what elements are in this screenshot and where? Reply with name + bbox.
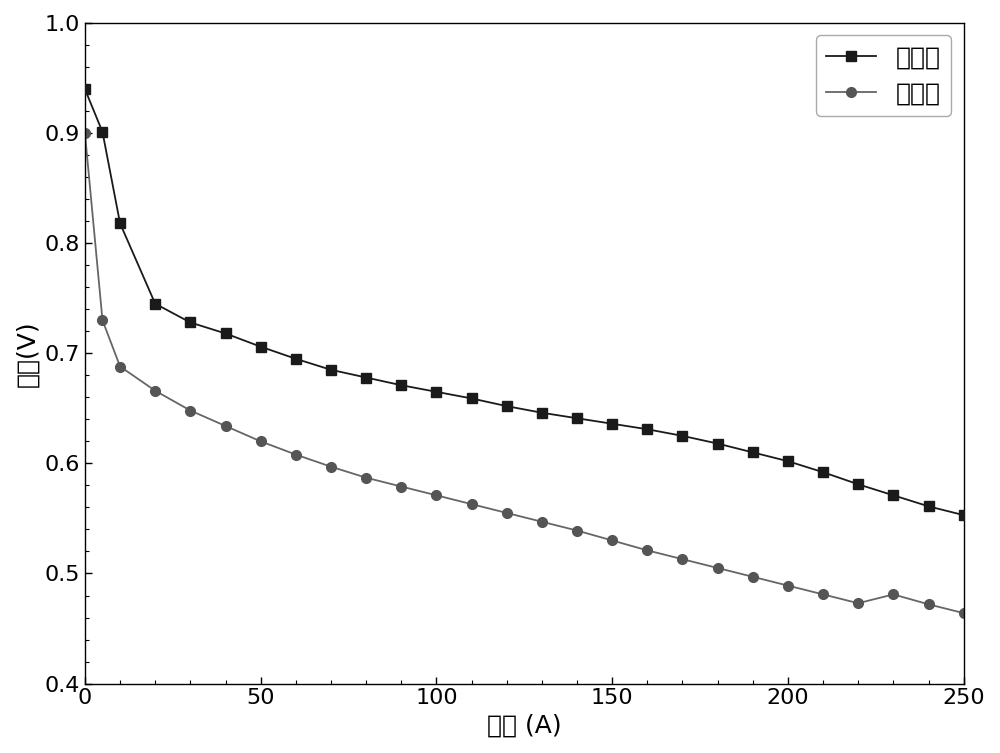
- 处理后: [255, 342, 267, 351]
- 处理后: [852, 480, 864, 489]
- X-axis label: 电流 (A): 电流 (A): [487, 714, 562, 738]
- 处理前: [958, 608, 970, 617]
- 处理后: [887, 491, 899, 500]
- Legend: 处理后, 处理前: 处理后, 处理前: [816, 35, 951, 116]
- 处理前: [149, 386, 161, 395]
- 处理后: [712, 439, 724, 448]
- 处理后: [149, 299, 161, 308]
- 处理后: [501, 401, 513, 410]
- 处理前: [536, 517, 548, 526]
- 处理前: [114, 362, 126, 371]
- 处理前: [430, 491, 442, 500]
- 处理前: [817, 590, 829, 599]
- 处理后: [79, 84, 91, 93]
- 处理前: [96, 316, 108, 325]
- 处理后: [395, 381, 407, 390]
- 处理后: [220, 329, 232, 338]
- 处理前: [641, 546, 653, 555]
- 处理前: [325, 462, 337, 471]
- 处理后: [96, 127, 108, 136]
- 处理后: [571, 413, 583, 422]
- 处理后: [290, 354, 302, 363]
- 处理前: [360, 473, 372, 482]
- 处理前: [923, 600, 935, 609]
- 处理后: [606, 419, 618, 428]
- 处理前: [290, 450, 302, 459]
- 处理前: [712, 563, 724, 572]
- 处理前: [676, 555, 688, 564]
- 处理后: [641, 425, 653, 434]
- 处理前: [501, 508, 513, 517]
- 处理前: [220, 422, 232, 431]
- 处理前: [79, 129, 91, 138]
- 处理前: [255, 437, 267, 446]
- 处理后: [958, 511, 970, 520]
- 处理后: [430, 387, 442, 396]
- Line: 处理前: 处理前: [80, 128, 969, 618]
- 处理后: [747, 448, 759, 457]
- 处理前: [852, 599, 864, 608]
- 处理前: [571, 526, 583, 535]
- Y-axis label: 电压(V): 电压(V): [15, 320, 39, 386]
- 处理后: [817, 468, 829, 477]
- 处理前: [887, 590, 899, 599]
- 处理前: [747, 572, 759, 581]
- 处理后: [782, 456, 794, 465]
- 处理后: [536, 408, 548, 417]
- 处理前: [184, 406, 196, 415]
- 处理后: [676, 431, 688, 441]
- 处理前: [782, 581, 794, 590]
- 处理前: [395, 482, 407, 491]
- 处理前: [466, 499, 478, 508]
- 处理后: [184, 318, 196, 327]
- 处理后: [325, 365, 337, 374]
- 处理后: [466, 394, 478, 403]
- 处理后: [114, 219, 126, 228]
- 处理前: [606, 536, 618, 545]
- 处理后: [923, 501, 935, 511]
- Line: 处理后: 处理后: [80, 84, 969, 520]
- 处理后: [360, 373, 372, 382]
